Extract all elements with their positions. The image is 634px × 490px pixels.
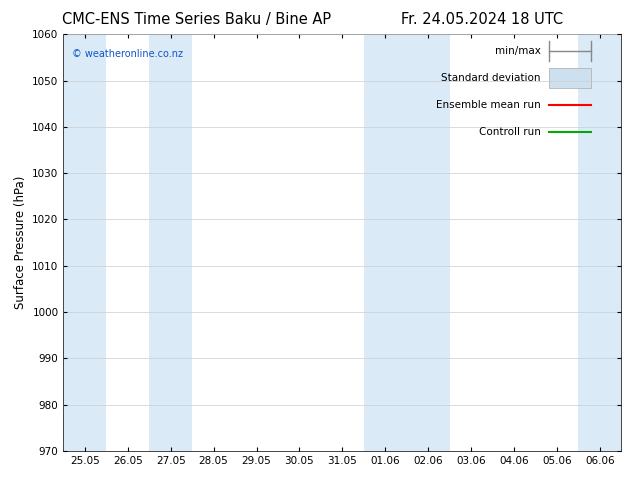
Bar [364, 34, 407, 451]
Text: CMC-ENS Time Series Baku / Bine AP: CMC-ENS Time Series Baku / Bine AP [62, 12, 331, 27]
FancyBboxPatch shape [549, 68, 591, 88]
Text: min/max: min/max [495, 46, 540, 56]
Y-axis label: Surface Pressure (hPa): Surface Pressure (hPa) [14, 176, 27, 309]
Bar [63, 34, 107, 451]
Text: © weatheronline.co.nz: © weatheronline.co.nz [72, 49, 183, 59]
Bar [578, 34, 621, 451]
Text: Controll run: Controll run [479, 127, 540, 137]
Text: Ensemble mean run: Ensemble mean run [436, 100, 540, 110]
Text: Fr. 24.05.2024 18 UTC: Fr. 24.05.2024 18 UTC [401, 12, 563, 27]
Text: Standard deviation: Standard deviation [441, 73, 540, 83]
Bar [149, 34, 192, 451]
Bar [407, 34, 450, 451]
